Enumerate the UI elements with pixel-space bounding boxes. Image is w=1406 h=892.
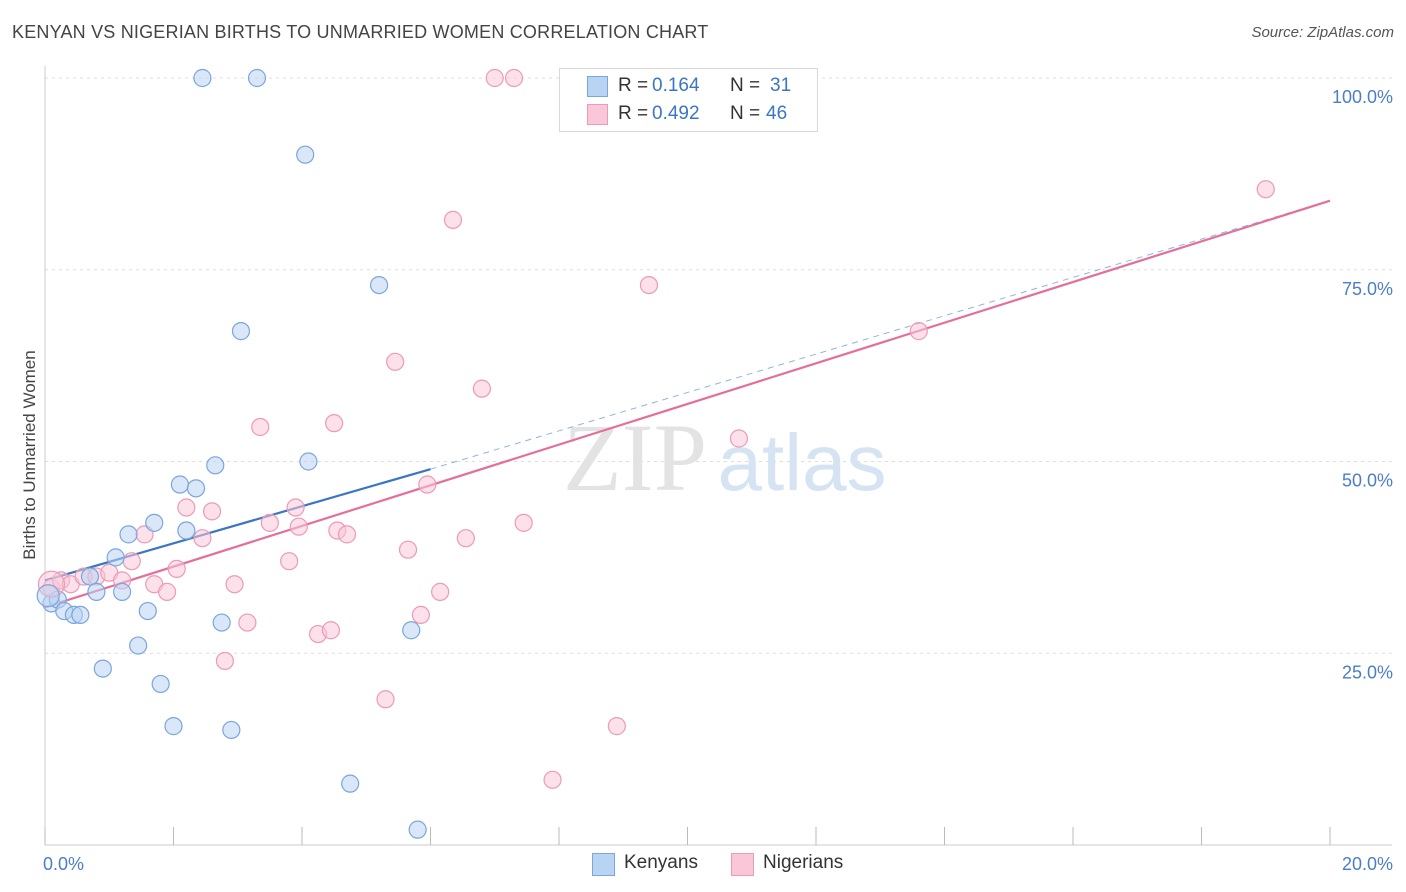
nigerian-point bbox=[376, 690, 395, 709]
kenyans-n-value: 31 bbox=[770, 75, 792, 96]
nigerian-point bbox=[485, 68, 504, 88]
y-tick-label: 75.0% bbox=[1342, 279, 1393, 299]
legend-n-label: N = bbox=[730, 75, 761, 96]
nigerian-point bbox=[260, 513, 279, 532]
data-points bbox=[36, 68, 1275, 839]
kenyan-point bbox=[112, 582, 132, 601]
axis-labels: 25.0% 50.0% 75.0% 100.0% 0.0% 20.0% bbox=[43, 87, 1393, 874]
kenyan-point bbox=[206, 456, 225, 475]
nigerian-point bbox=[157, 582, 177, 601]
nigerians-swatch bbox=[587, 104, 608, 125]
nigerians-trend-line bbox=[44, 199, 1331, 609]
trend-lines bbox=[44, 199, 1331, 609]
nigerian-point bbox=[251, 417, 270, 437]
kenyan-point bbox=[341, 774, 360, 793]
y-tick-label: 100.0% bbox=[1332, 87, 1393, 107]
kenyans-trend-extension bbox=[430, 200, 1331, 470]
nigerian-point bbox=[418, 475, 437, 494]
nigerian-point bbox=[193, 529, 212, 548]
nigerian-point bbox=[215, 651, 234, 671]
kenyan-point bbox=[247, 68, 267, 88]
nigerian-point bbox=[337, 525, 357, 544]
nigerians-n-value: 46 bbox=[766, 103, 788, 124]
nigerian-point bbox=[289, 517, 308, 536]
kenyan-cluster-point bbox=[36, 584, 60, 608]
kenyan-point bbox=[145, 513, 164, 532]
kenyans-legend-label: Kenyans bbox=[624, 852, 698, 873]
nigerian-point bbox=[167, 559, 186, 578]
nigerian-point bbox=[225, 575, 244, 594]
y-tick-label: 25.0% bbox=[1342, 662, 1393, 682]
nigerian-point bbox=[321, 621, 341, 640]
x-tick-label-min: 0.0% bbox=[43, 854, 84, 874]
kenyans-r-value: 0.164 bbox=[652, 75, 700, 96]
nigerian-point bbox=[238, 613, 257, 632]
y-tick-label: 50.0% bbox=[1342, 471, 1393, 491]
nigerian-point bbox=[386, 352, 405, 371]
legend-r-label: R = bbox=[618, 75, 649, 96]
kenyan-point bbox=[71, 605, 90, 625]
nigerian-point bbox=[1256, 180, 1275, 199]
legend-n-label: N = bbox=[730, 103, 761, 124]
kenyan-point bbox=[231, 322, 251, 341]
nigerian-point bbox=[909, 322, 928, 341]
nigerian-point bbox=[122, 552, 141, 571]
stats-legend: R = 0.164 N = 31 R = 0.492 N = 46 bbox=[559, 68, 818, 132]
kenyan-point bbox=[151, 674, 170, 694]
nigerian-point bbox=[504, 68, 524, 88]
nigerian-point bbox=[411, 605, 430, 625]
kenyan-point bbox=[93, 659, 112, 678]
kenyan-point bbox=[299, 452, 318, 471]
nigerians-legend-swatch bbox=[731, 853, 754, 876]
nigerians-legend-label: Nigerians bbox=[763, 852, 844, 873]
nigerian-point bbox=[607, 717, 626, 736]
kenyan-point bbox=[129, 636, 148, 655]
kenyan-point bbox=[177, 521, 196, 540]
watermark-zip: ZIP bbox=[563, 404, 707, 511]
kenyan-point bbox=[170, 475, 190, 494]
kenyan-point bbox=[106, 548, 125, 567]
zipatlas-watermark: ZIP atlas bbox=[563, 404, 886, 511]
kenyans-legend-swatch bbox=[592, 853, 615, 876]
kenyan-point bbox=[193, 68, 212, 88]
kenyan-point bbox=[370, 275, 389, 295]
kenyan-point bbox=[186, 479, 206, 498]
nigerians-r-value: 0.492 bbox=[652, 103, 700, 124]
nigerian-point bbox=[325, 414, 344, 433]
kenyan-point bbox=[138, 601, 157, 621]
nigerian-point bbox=[729, 429, 749, 448]
kenyans-swatch bbox=[587, 76, 608, 97]
legend-r-label: R = bbox=[618, 103, 649, 124]
nigerian-point bbox=[398, 540, 418, 559]
kenyans-trend-line bbox=[44, 468, 431, 582]
kenyan-point bbox=[119, 525, 138, 544]
chart-title: KENYAN VS NIGERIAN BIRTHS TO UNMARRIED W… bbox=[12, 22, 709, 42]
nigerian-point bbox=[443, 210, 463, 229]
kenyan-point bbox=[402, 621, 421, 640]
kenyan-point bbox=[80, 567, 100, 586]
kenyan-point bbox=[212, 613, 231, 632]
kenyan-point bbox=[296, 145, 315, 164]
nigerian-point bbox=[514, 513, 533, 532]
y-axis-label: Births to Unmarried Women bbox=[20, 350, 39, 559]
x-tick-label-max: 20.0% bbox=[1342, 854, 1393, 874]
nigerian-point bbox=[286, 498, 305, 517]
kenyan-point bbox=[408, 820, 427, 839]
kenyan-point bbox=[222, 720, 241, 740]
nigerian-point bbox=[177, 498, 196, 517]
nigerian-point bbox=[280, 552, 299, 571]
nigerian-point bbox=[472, 379, 491, 398]
axes bbox=[44, 66, 1392, 846]
source-credit: Source: ZipAtlas.com bbox=[1251, 24, 1394, 41]
nigerian-point bbox=[543, 770, 562, 789]
grid-lines bbox=[45, 77, 1392, 654]
nigerian-point bbox=[431, 582, 450, 601]
kenyan-point bbox=[164, 717, 183, 736]
nigerian-point bbox=[639, 275, 659, 295]
nigerian-point bbox=[456, 529, 475, 548]
kenyan-point bbox=[87, 582, 106, 601]
nigerian-point bbox=[202, 502, 222, 521]
